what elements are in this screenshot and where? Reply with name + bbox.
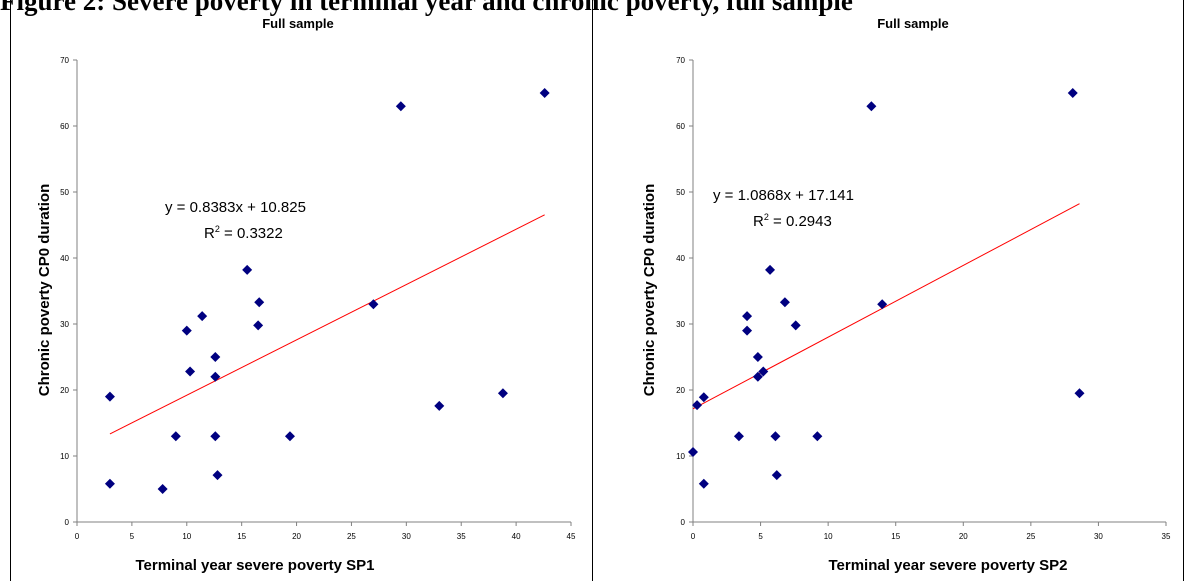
y-tick-label: 0 [681,518,686,527]
chart-title: Full sample [877,16,949,31]
x-tick-label: 0 [691,532,696,541]
data-point [104,478,115,489]
y-tick-label: 0 [65,518,70,527]
x-tick-label: 0 [75,532,80,541]
r-squared-symbol: R [204,225,215,242]
data-point [210,431,221,442]
y-tick-label: 30 [676,320,685,329]
scatter-chart-sp1: Full sample 0 10 20 30 40 50 60 70 0 5 10 15 20 25 30 35… [36,16,576,574]
data-point [368,299,379,310]
data-point [698,392,709,403]
data-point [752,352,763,362]
x-tick-label: 20 [959,532,968,541]
y-tick-label: 10 [60,452,69,461]
data-point [692,400,703,411]
data-point [185,366,196,377]
y-tick-label: 50 [60,188,69,197]
data-point [698,478,709,489]
y-tick-label: 40 [676,254,685,263]
x-tick-label: 35 [457,532,466,541]
r-squared-superscript: 2 [215,224,220,234]
data-point [688,447,698,458]
data-point [770,431,781,442]
y-tick-label: 60 [676,122,685,131]
data-point [170,431,181,442]
data-point [157,484,168,494]
chart-title: Full sample [262,16,334,31]
r-squared-label: R2 = 0.3322 [204,224,283,242]
data-point [197,311,208,322]
x-tick-label: 10 [182,532,191,541]
data-point [877,299,888,310]
x-tick-label: 35 [1162,532,1171,541]
x-tick-label: 20 [292,532,301,541]
data-point [181,325,192,336]
y-tick-label: 40 [60,254,69,263]
data-point [866,101,877,112]
trendline [109,214,545,435]
x-tick-label: 15 [891,532,900,541]
regression-equation: y = 1.0868x + 17.141 [713,187,854,204]
data-point [434,400,445,411]
r-squared-value: = 0.2943 [769,213,832,230]
data-point [210,371,221,382]
data-point [771,470,782,481]
y-tick-label: 30 [60,320,69,329]
data-point [253,320,264,331]
r-squared-superscript: 2 [764,212,769,222]
left-divider [10,0,11,581]
r-squared-value: = 0.3322 [220,225,283,242]
data-point [765,264,776,275]
y-tick-label: 50 [676,188,685,197]
data-point [812,431,823,442]
x-axis-label: Terminal year severe poverty SP2 [828,557,1067,574]
data-point [284,431,295,442]
y-axis-label: Chronic poverty CP0 duration [641,184,658,397]
x-tick-label: 10 [824,532,833,541]
data-point [104,391,115,402]
data-point [733,431,744,442]
y-tick-label: 60 [60,122,69,131]
data-point [395,101,406,112]
data-point [210,352,221,362]
r-squared-label: R2 = 0.2943 [753,212,832,230]
r-squared-symbol: R [753,213,764,230]
y-tick-label: 10 [676,452,685,461]
y-axis-label: Chronic poverty CP0 duration [36,184,53,397]
data-point [539,88,550,98]
data-point [742,311,753,322]
data-point [742,325,753,336]
x-tick-label: 30 [1094,532,1103,541]
data-point [752,371,763,382]
x-tick-label: 5 [130,532,135,541]
scatter-chart-sp2: Full sample 0 10 20 30 40 50 60 70 0 5 10 15 20 25 30 35… [641,16,1171,574]
trendline [692,203,1080,410]
data-point [212,470,223,481]
x-tick-label: 5 [758,532,763,541]
data-point [790,320,801,331]
middle-divider [592,0,593,581]
data-point [1074,388,1085,399]
y-tick-label: 70 [60,56,69,65]
data-point [497,388,508,399]
x-tick-label: 25 [1026,532,1035,541]
y-tick-label: 20 [676,386,685,395]
data-point [242,264,253,275]
data-point [1067,88,1078,98]
y-tick-label: 20 [60,386,69,395]
x-tick-label: 40 [512,532,521,541]
figure-title: Figure 2: Severe poverty in terminal yea… [0,0,853,16]
y-tick-label: 70 [676,56,685,65]
x-tick-label: 30 [402,532,411,541]
data-point [758,366,769,377]
x-tick-label: 45 [567,532,576,541]
x-tick-label: 25 [347,532,356,541]
x-tick-label: 15 [237,532,246,541]
data-point [254,297,265,308]
x-axis-label: Terminal year severe poverty SP1 [135,557,374,574]
regression-equation: y = 0.8383x + 10.825 [165,199,306,216]
data-point [779,297,790,308]
